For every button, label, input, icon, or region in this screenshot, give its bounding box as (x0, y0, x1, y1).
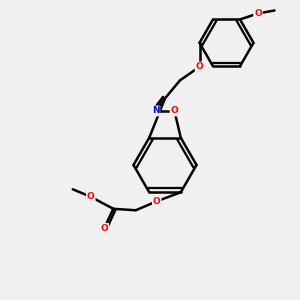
Text: O: O (100, 224, 108, 233)
Text: O: O (153, 197, 160, 206)
Text: O: O (196, 62, 203, 71)
Text: O: O (254, 9, 262, 18)
Text: O: O (87, 192, 94, 201)
Text: N: N (152, 106, 159, 116)
Text: O: O (171, 106, 178, 116)
